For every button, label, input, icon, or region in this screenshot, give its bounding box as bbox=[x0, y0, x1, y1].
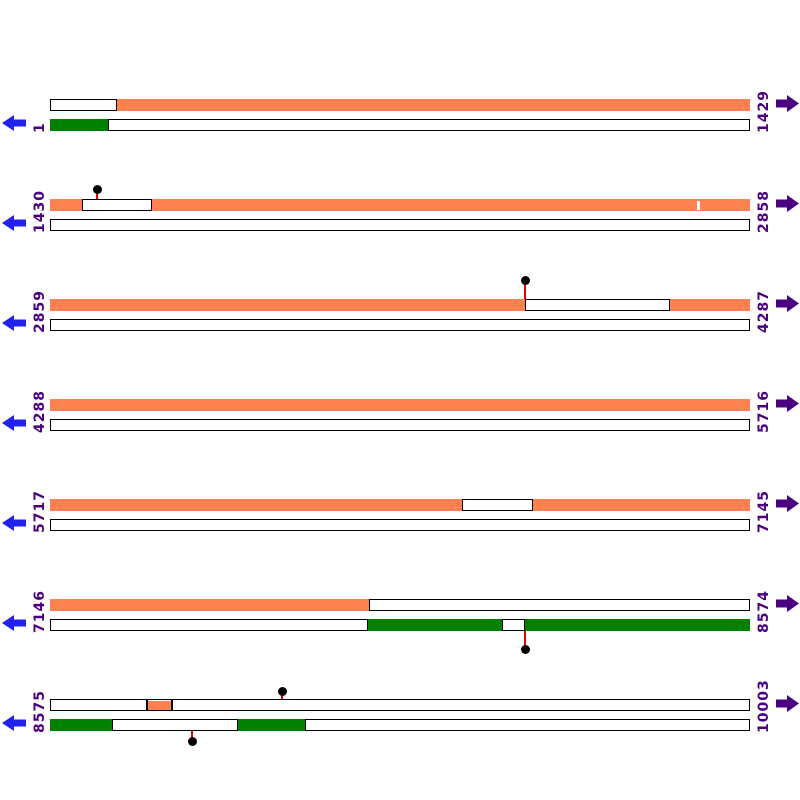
marker-dot[interactable] bbox=[520, 644, 530, 654]
marker-dot[interactable] bbox=[92, 184, 102, 194]
scroll-left-arrow-icon[interactable] bbox=[2, 215, 26, 231]
scroll-left-arrow-icon[interactable] bbox=[2, 615, 26, 631]
forward-feature[interactable] bbox=[117, 99, 750, 111]
scroll-right-arrow-icon[interactable] bbox=[776, 95, 799, 112]
forward-strand-track bbox=[50, 99, 117, 111]
forward-feature[interactable] bbox=[147, 699, 172, 711]
reverse-feature[interactable] bbox=[50, 119, 108, 131]
row-start-position-label: 1430 bbox=[32, 190, 48, 233]
marker-stem bbox=[191, 731, 193, 741]
scroll-right-arrow-icon[interactable] bbox=[776, 695, 799, 712]
reverse-feature[interactable] bbox=[525, 619, 750, 631]
forward-feature[interactable] bbox=[50, 499, 462, 511]
reverse-strand-track bbox=[50, 219, 750, 231]
forward-strand-track bbox=[172, 699, 750, 711]
row-end-position-label: 1429 bbox=[756, 90, 772, 133]
reverse-strand-track bbox=[50, 619, 368, 631]
forward-feature[interactable] bbox=[670, 299, 750, 311]
forward-feature[interactable] bbox=[50, 599, 369, 611]
forward-feature[interactable] bbox=[50, 199, 82, 211]
row-end-position-label: 4287 bbox=[756, 290, 772, 333]
forward-feature[interactable] bbox=[152, 199, 750, 211]
forward-strand-track bbox=[50, 699, 147, 711]
marker-dot[interactable] bbox=[187, 736, 197, 746]
reverse-strand-track bbox=[112, 719, 238, 731]
row-start-position-label: 7146 bbox=[32, 590, 48, 633]
row-end-position-label: 5716 bbox=[756, 390, 772, 433]
reverse-strand-track bbox=[50, 319, 750, 331]
scroll-right-arrow-icon[interactable] bbox=[776, 495, 799, 512]
marker-stem bbox=[524, 280, 526, 299]
reverse-strand-track bbox=[50, 419, 750, 431]
reverse-strand-track bbox=[50, 519, 750, 531]
reverse-feature[interactable] bbox=[50, 719, 112, 731]
scroll-left-arrow-icon[interactable] bbox=[2, 415, 26, 431]
row-end-position-label: 8574 bbox=[756, 590, 772, 633]
scroll-right-arrow-icon[interactable] bbox=[776, 395, 799, 412]
forward-strand-track bbox=[525, 299, 670, 311]
row-start-position-label: 8575 bbox=[32, 690, 48, 733]
forward-feature[interactable] bbox=[533, 499, 750, 511]
feature-gap-notch bbox=[697, 200, 700, 210]
row-start-position-label: 5717 bbox=[32, 490, 48, 533]
forward-strand-track bbox=[462, 499, 533, 511]
marker-stem bbox=[524, 631, 526, 649]
reverse-feature[interactable] bbox=[238, 719, 305, 731]
row-end-position-label: 2858 bbox=[756, 190, 772, 233]
reverse-strand-track bbox=[305, 719, 750, 731]
row-start-position-label: 2859 bbox=[32, 290, 48, 333]
forward-strand-track bbox=[369, 599, 750, 611]
reverse-strand-track bbox=[502, 619, 525, 631]
reverse-feature[interactable] bbox=[368, 619, 502, 631]
forward-feature-fill bbox=[148, 701, 171, 710]
scroll-right-arrow-icon[interactable] bbox=[776, 195, 799, 212]
forward-strand-track bbox=[82, 199, 152, 211]
row-start-position-label: 1 bbox=[32, 122, 48, 133]
scroll-left-arrow-icon[interactable] bbox=[2, 515, 26, 531]
marker-dot[interactable] bbox=[277, 686, 287, 696]
scroll-right-arrow-icon[interactable] bbox=[776, 295, 799, 312]
reverse-strand-track bbox=[108, 119, 750, 131]
row-end-position-label: 7145 bbox=[756, 490, 772, 533]
marker-dot[interactable] bbox=[520, 275, 530, 285]
scroll-left-arrow-icon[interactable] bbox=[2, 715, 26, 731]
marker-stem bbox=[96, 189, 98, 199]
scroll-left-arrow-icon[interactable] bbox=[2, 315, 26, 331]
row-start-position-label: 4288 bbox=[32, 390, 48, 433]
scroll-right-arrow-icon[interactable] bbox=[776, 595, 799, 612]
forward-feature[interactable] bbox=[50, 399, 750, 411]
forward-feature[interactable] bbox=[50, 299, 525, 311]
row-end-position-label: 10003 bbox=[756, 679, 772, 733]
scroll-left-arrow-icon[interactable] bbox=[2, 115, 26, 131]
